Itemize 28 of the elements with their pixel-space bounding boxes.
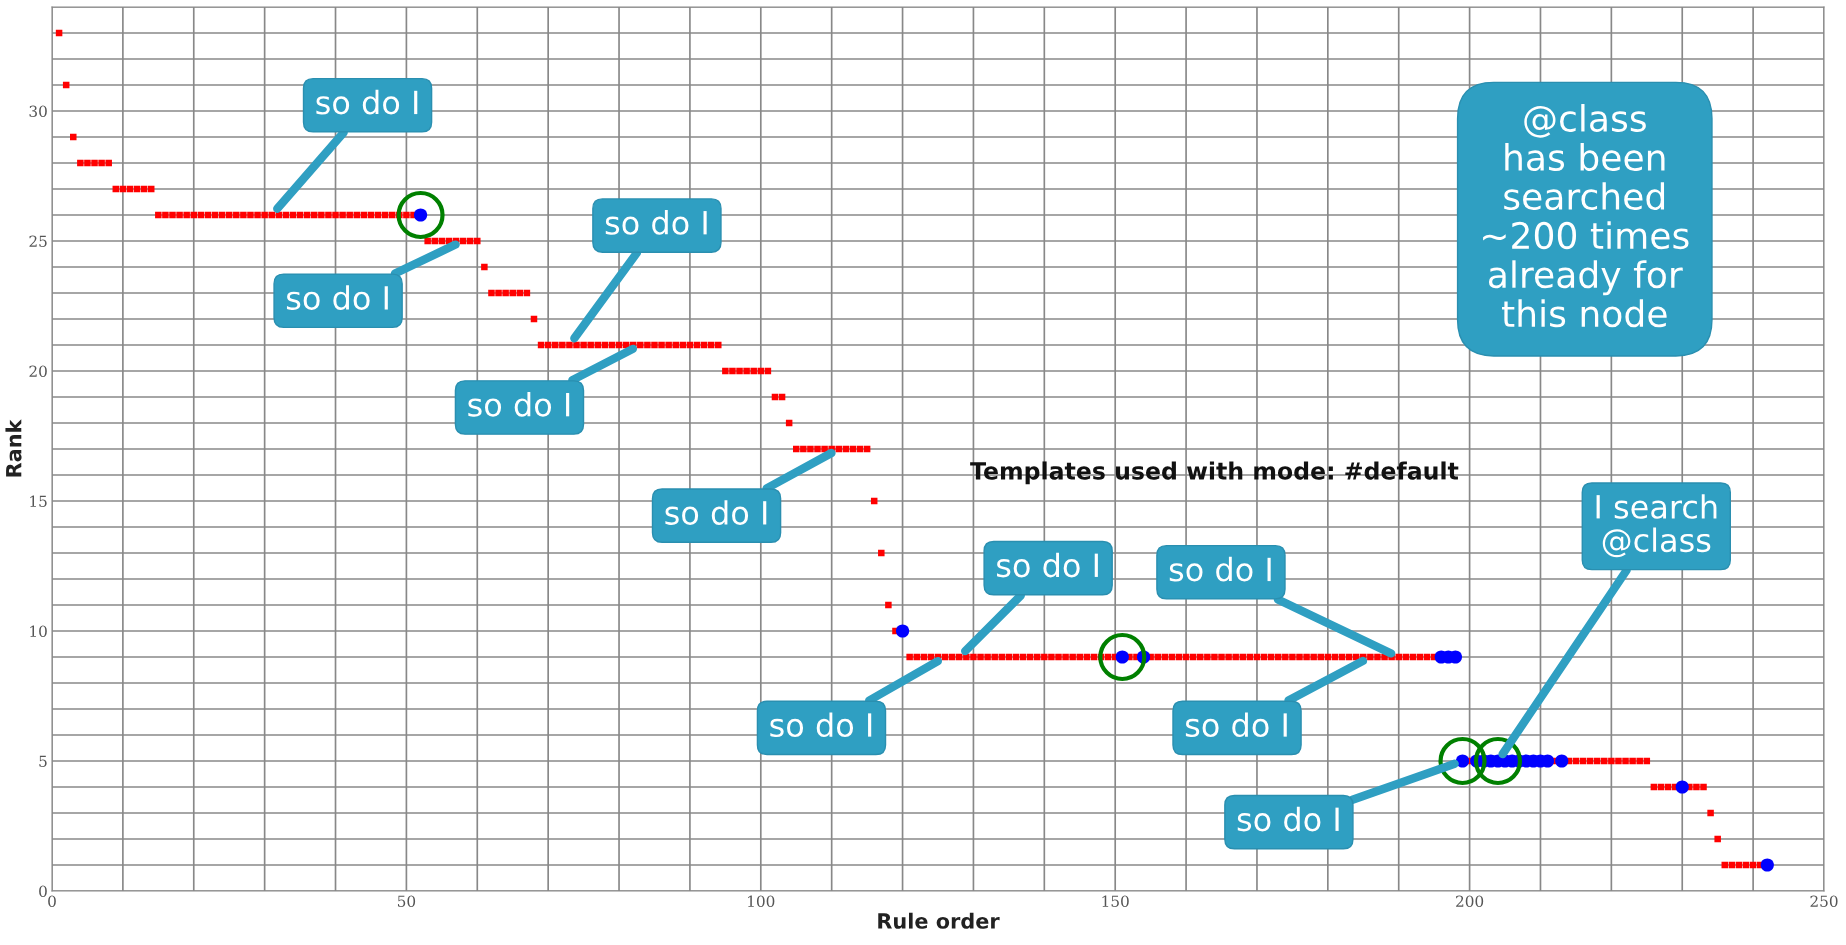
annotation: @class has been searched ~200 times already for this node	[1483, 104, 1689, 328]
x-tick-label: 100	[748, 895, 775, 907]
text: Templates used with mode: #default	[970, 461, 1459, 485]
annotation: so do I	[665, 500, 767, 525]
annotation: so do I	[316, 89, 418, 115]
y-tick-label: 30	[29, 105, 47, 118]
annotation: so do I	[1169, 556, 1271, 582]
y-tick-label: 10	[30, 625, 47, 638]
x-tick-label: 0	[48, 895, 56, 907]
y-tick-label: 5	[39, 755, 47, 768]
y-tick-label: 20	[29, 365, 47, 378]
x-tick-label: 250	[1810, 895, 1838, 907]
x-axis-title: Rule order	[878, 912, 1000, 929]
y-tick-label: 15	[30, 495, 47, 508]
y-tick-label: 25	[29, 235, 47, 248]
y-axis-title: Rank	[5, 419, 22, 477]
annotation: so do I	[1185, 712, 1287, 738]
annotation: I search @class	[1596, 494, 1717, 558]
x-tick-label: 50	[397, 895, 416, 907]
annotation: so do I	[286, 285, 388, 310]
x-tick-label: 150	[1102, 895, 1129, 907]
annotation: so do I	[770, 712, 872, 738]
annotation: so do I	[605, 210, 707, 235]
annotation: so do I	[468, 392, 570, 417]
annotation: so do I	[997, 552, 1098, 578]
annotation: so do I	[1237, 806, 1339, 832]
x-tick-label: 200	[1456, 895, 1484, 907]
y-tick-label: 0	[39, 885, 47, 898]
